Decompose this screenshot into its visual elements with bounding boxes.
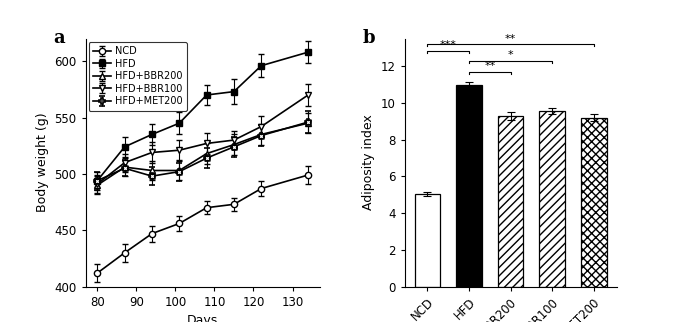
Bar (414, 194, 440, 287)
Bar (456, 85, 482, 287)
Bar (498, 116, 523, 287)
Legend: NCD, HFD, HFD+BBR200, HFD+BBR100, HFD+MET200: NCD, HFD, HFD+BBR200, HFD+BBR100, HFD+ME… (88, 42, 187, 111)
Bar (581, 118, 606, 287)
Y-axis label: Adiposity index: Adiposity index (362, 115, 375, 211)
Text: *: * (508, 50, 513, 60)
Text: a: a (53, 29, 64, 47)
Bar (539, 111, 565, 287)
Y-axis label: Body weight (g): Body weight (g) (36, 113, 49, 213)
Text: ***: *** (440, 40, 457, 50)
Text: **: ** (505, 34, 516, 44)
Text: **: ** (484, 61, 495, 71)
X-axis label: Days: Days (187, 314, 219, 322)
Text: b: b (362, 29, 375, 47)
